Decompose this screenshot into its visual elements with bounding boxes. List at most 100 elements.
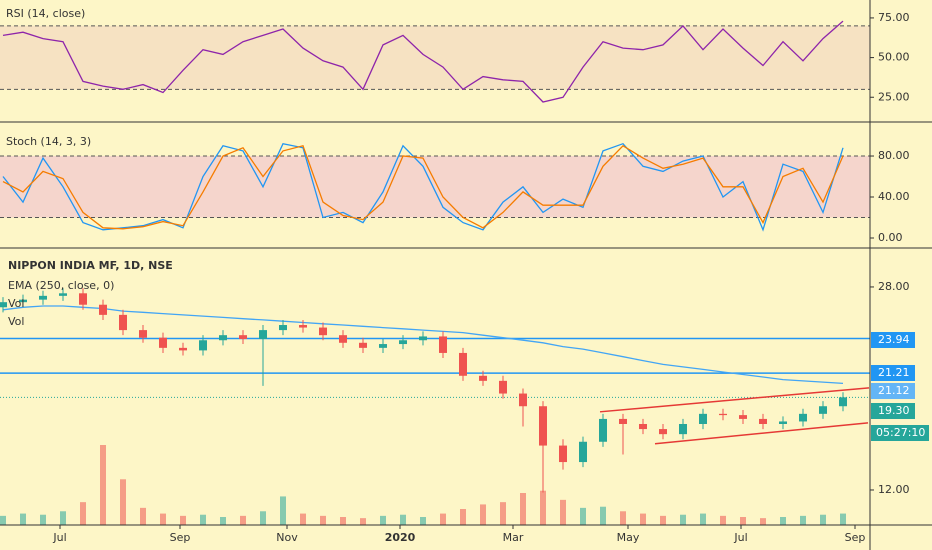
stoch-title: Stoch (14, 3, 3) [6, 135, 91, 148]
candle-body [779, 421, 787, 424]
badge [871, 365, 915, 381]
volume-bar [380, 515, 386, 525]
vol-legend: Vol [8, 297, 24, 310]
countdown: 05:27:10 [876, 426, 925, 439]
volume-bar [140, 507, 146, 525]
candle-body [619, 418, 627, 424]
volume-bar [260, 511, 266, 525]
vol-ma-legend: Vol [8, 315, 24, 328]
candle-body [139, 330, 147, 338]
x-tick-label: 2020 [385, 531, 416, 544]
band [0, 25, 870, 90]
candle-body [259, 330, 267, 339]
volume-bar [320, 515, 326, 525]
candle-body [459, 352, 467, 376]
volume-bar [620, 511, 626, 525]
candle-body [519, 393, 527, 407]
candle-body [799, 413, 807, 422]
level-badge: 23.94 [878, 333, 910, 346]
volume-bar [0, 515, 6, 525]
y-tick-label: 80.00 [878, 149, 910, 162]
candle-body [759, 418, 767, 424]
volume-bar [460, 509, 466, 525]
volume-bar [300, 513, 306, 525]
volume-bar [180, 515, 186, 525]
level-badge: 21.21 [878, 366, 910, 379]
badge [871, 383, 915, 399]
volume-bar [540, 490, 546, 525]
candle-body [739, 415, 747, 419]
candle-body [219, 335, 227, 341]
badge [871, 425, 929, 441]
candle-body [419, 336, 427, 341]
volume-bar [100, 445, 106, 525]
volume-bar [640, 513, 646, 525]
candle-body [539, 406, 547, 446]
y-tick-label: 75.00 [878, 11, 910, 24]
badges: 23.94 21.21 21.12 19.30 05:27:10 [871, 332, 929, 441]
candle-body [579, 441, 587, 463]
series-line [2, 142, 844, 232]
candle-body [819, 406, 827, 414]
volume-bar [200, 514, 206, 525]
x-tick-label: Jul [52, 531, 66, 544]
x-tick-label: Mar [503, 531, 524, 544]
candle-body [39, 295, 47, 300]
candle-body [339, 335, 347, 343]
candle-body [379, 344, 387, 348]
candle-body [639, 423, 647, 430]
x-tick-label: May [617, 531, 640, 544]
volume-bar [820, 514, 826, 525]
candle-body [679, 423, 687, 435]
y-tick-label: 25.00 [878, 90, 910, 103]
badge [871, 403, 915, 419]
y-tick-label: 40.00 [878, 190, 910, 203]
channel-line [599, 387, 870, 413]
candle-body [559, 445, 567, 463]
volume-bar [760, 518, 766, 525]
volume-bar [20, 513, 26, 525]
candle-body [839, 397, 847, 407]
volume-bar [560, 499, 566, 525]
badge [871, 332, 915, 348]
volume-bar [580, 507, 586, 525]
volume-bar [360, 518, 366, 525]
x-tick-label: Sep [845, 531, 866, 544]
candle-body [99, 304, 107, 315]
candle-body [299, 325, 307, 328]
volume-bar [700, 513, 706, 525]
price-badge: 19.30 [878, 404, 910, 417]
volume-bar [440, 513, 446, 525]
candle-body [479, 375, 487, 381]
series-line [2, 144, 844, 230]
volume-bar [600, 506, 606, 525]
candle-body [0, 302, 7, 308]
volume-bar [60, 511, 66, 525]
volume-bar [840, 513, 846, 525]
candle-body [659, 429, 667, 435]
series-line [2, 20, 844, 103]
x-tick-label: Nov [276, 531, 298, 544]
volume-bar [520, 493, 526, 525]
volume-bar [500, 502, 506, 525]
y-tick-label: 0.00 [878, 231, 903, 244]
candle-body [79, 293, 87, 305]
ema-legend: EMA (250, close, 0) [8, 279, 114, 292]
volume-bar [80, 502, 86, 525]
x-tick-label: Jul [733, 531, 747, 544]
volume-bar [160, 513, 166, 525]
channel-line [654, 422, 869, 445]
candle-body [499, 380, 507, 394]
plot: 75.00 50.00 25.00 80.00 40.00 0.00 28.00 12.00 J… [0, 11, 910, 544]
candle-body [239, 335, 247, 339]
candle-body [399, 340, 407, 345]
volume-bar [660, 515, 666, 525]
candle-body [599, 418, 607, 442]
candle-body [319, 327, 327, 336]
volume-bar [740, 517, 746, 525]
y-tick-label: 28.00 [878, 280, 910, 293]
candle-body [439, 336, 447, 353]
candle-body [159, 337, 167, 348]
ema-badge: 21.12 [878, 384, 910, 397]
